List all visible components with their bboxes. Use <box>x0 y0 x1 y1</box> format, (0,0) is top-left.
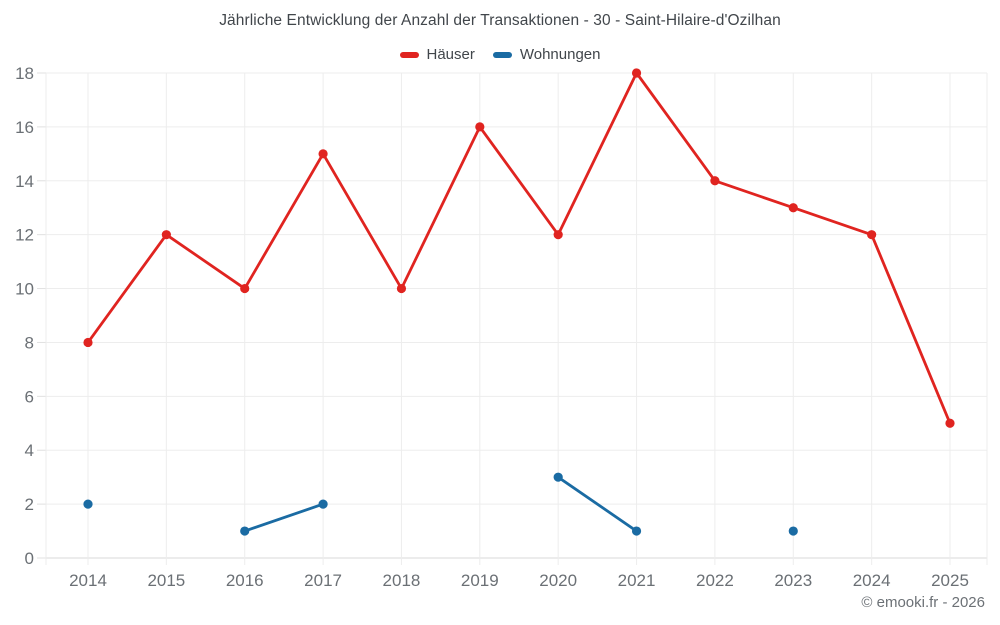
legend-label-haeuser: Häuser <box>426 46 475 63</box>
chart-legend: Häuser Wohnungen <box>0 46 1000 63</box>
svg-text:2017: 2017 <box>304 571 342 590</box>
svg-text:2018: 2018 <box>383 571 421 590</box>
chart-copyright: © emooki.fr - 2026 <box>861 594 985 611</box>
svg-text:2014: 2014 <box>69 571 107 590</box>
svg-text:16: 16 <box>15 118 34 137</box>
svg-text:2015: 2015 <box>147 571 185 590</box>
svg-text:2016: 2016 <box>226 571 264 590</box>
legend-item-haeuser[interactable]: Häuser <box>399 46 475 63</box>
svg-text:2022: 2022 <box>696 571 734 590</box>
svg-text:12: 12 <box>15 226 34 245</box>
legend-swatch-wohnungen-icon <box>492 51 512 58</box>
svg-text:2: 2 <box>25 495 34 514</box>
legend-label-wohnungen: Wohnungen <box>519 46 601 63</box>
svg-text:4: 4 <box>25 441 34 460</box>
legend-item-wohnungen[interactable]: Wohnungen <box>492 46 601 63</box>
svg-text:14: 14 <box>15 172 34 191</box>
svg-text:6: 6 <box>25 387 34 406</box>
svg-text:2024: 2024 <box>853 571 891 590</box>
svg-text:2021: 2021 <box>618 571 656 590</box>
svg-text:10: 10 <box>15 280 34 299</box>
svg-text:18: 18 <box>15 64 34 83</box>
svg-text:2020: 2020 <box>539 571 577 590</box>
svg-text:2019: 2019 <box>461 571 499 590</box>
svg-text:8: 8 <box>25 333 34 352</box>
chart-title: Jährliche Entwicklung der Anzahl der Tra… <box>219 12 781 29</box>
legend-swatch-haeuser-icon <box>399 51 419 58</box>
svg-text:0: 0 <box>25 549 34 568</box>
svg-text:2025: 2025 <box>931 571 969 590</box>
svg-text:2023: 2023 <box>774 571 812 590</box>
